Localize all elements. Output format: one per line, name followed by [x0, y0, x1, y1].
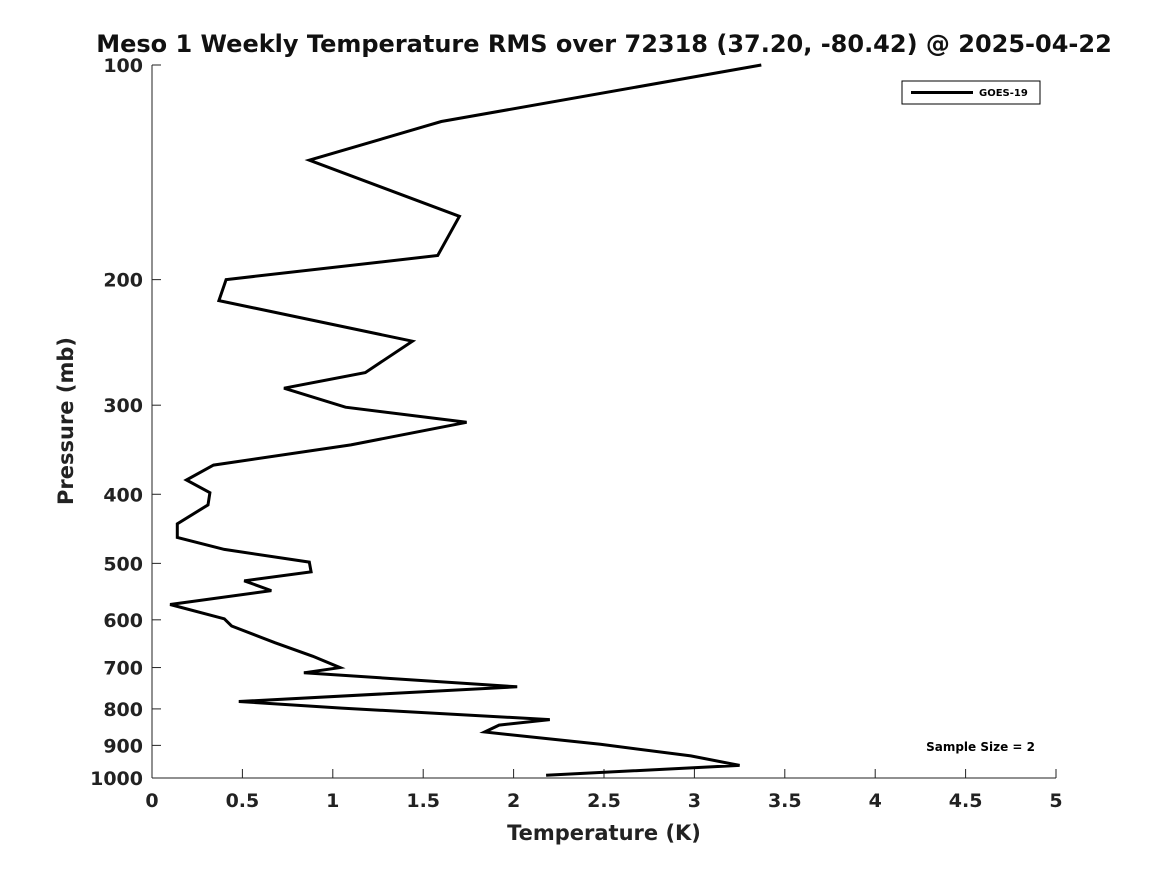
- x-tick-label: 3.5: [768, 790, 802, 812]
- chart-title: Meso 1 Weekly Temperature RMS over 72318…: [96, 30, 1112, 58]
- y-tick-label: 200: [103, 270, 143, 292]
- x-axis-label: Temperature (K): [507, 821, 701, 845]
- x-tick-label: 4: [869, 790, 882, 812]
- y-tick-label: 400: [103, 484, 143, 506]
- ticks: 0 0.5 1 1.5 2 2.5 3 3.5 4 4.5 5 100 200 300 400 500 600 7…: [90, 55, 1063, 812]
- y-tick-label: 100: [103, 55, 143, 77]
- y-tick-label: 900: [103, 735, 143, 757]
- x-tick-label: 1: [326, 790, 339, 812]
- x-tick-label: 4.5: [949, 790, 983, 812]
- axes: [151, 65, 1056, 779]
- x-tick-label: 0.5: [226, 790, 260, 812]
- legend-label-goes-19: GOES-19: [979, 88, 1028, 99]
- x-tick-label: 2: [507, 790, 520, 812]
- series-line-goes-19: [169, 63, 762, 777]
- y-tick-label: 300: [103, 395, 143, 417]
- y-tick-label: 600: [103, 610, 143, 632]
- x-tick-label: 3: [688, 790, 701, 812]
- x-tick-label: 5: [1049, 790, 1062, 812]
- y-tick-label: 1000: [90, 768, 143, 790]
- sample-size-annotation: Sample Size = 2: [926, 740, 1035, 754]
- x-tick-label: 0: [145, 790, 158, 812]
- y-axis-label: Pressure (mb): [54, 337, 78, 505]
- series-layer: [169, 63, 762, 777]
- x-tick-label: 1.5: [406, 790, 440, 812]
- y-tick-label: 800: [103, 699, 143, 721]
- x-tick-label: 2.5: [587, 790, 621, 812]
- y-tick-label: 500: [103, 553, 143, 575]
- legend: GOES-19: [901, 80, 1041, 105]
- y-tick-label: 700: [103, 658, 143, 680]
